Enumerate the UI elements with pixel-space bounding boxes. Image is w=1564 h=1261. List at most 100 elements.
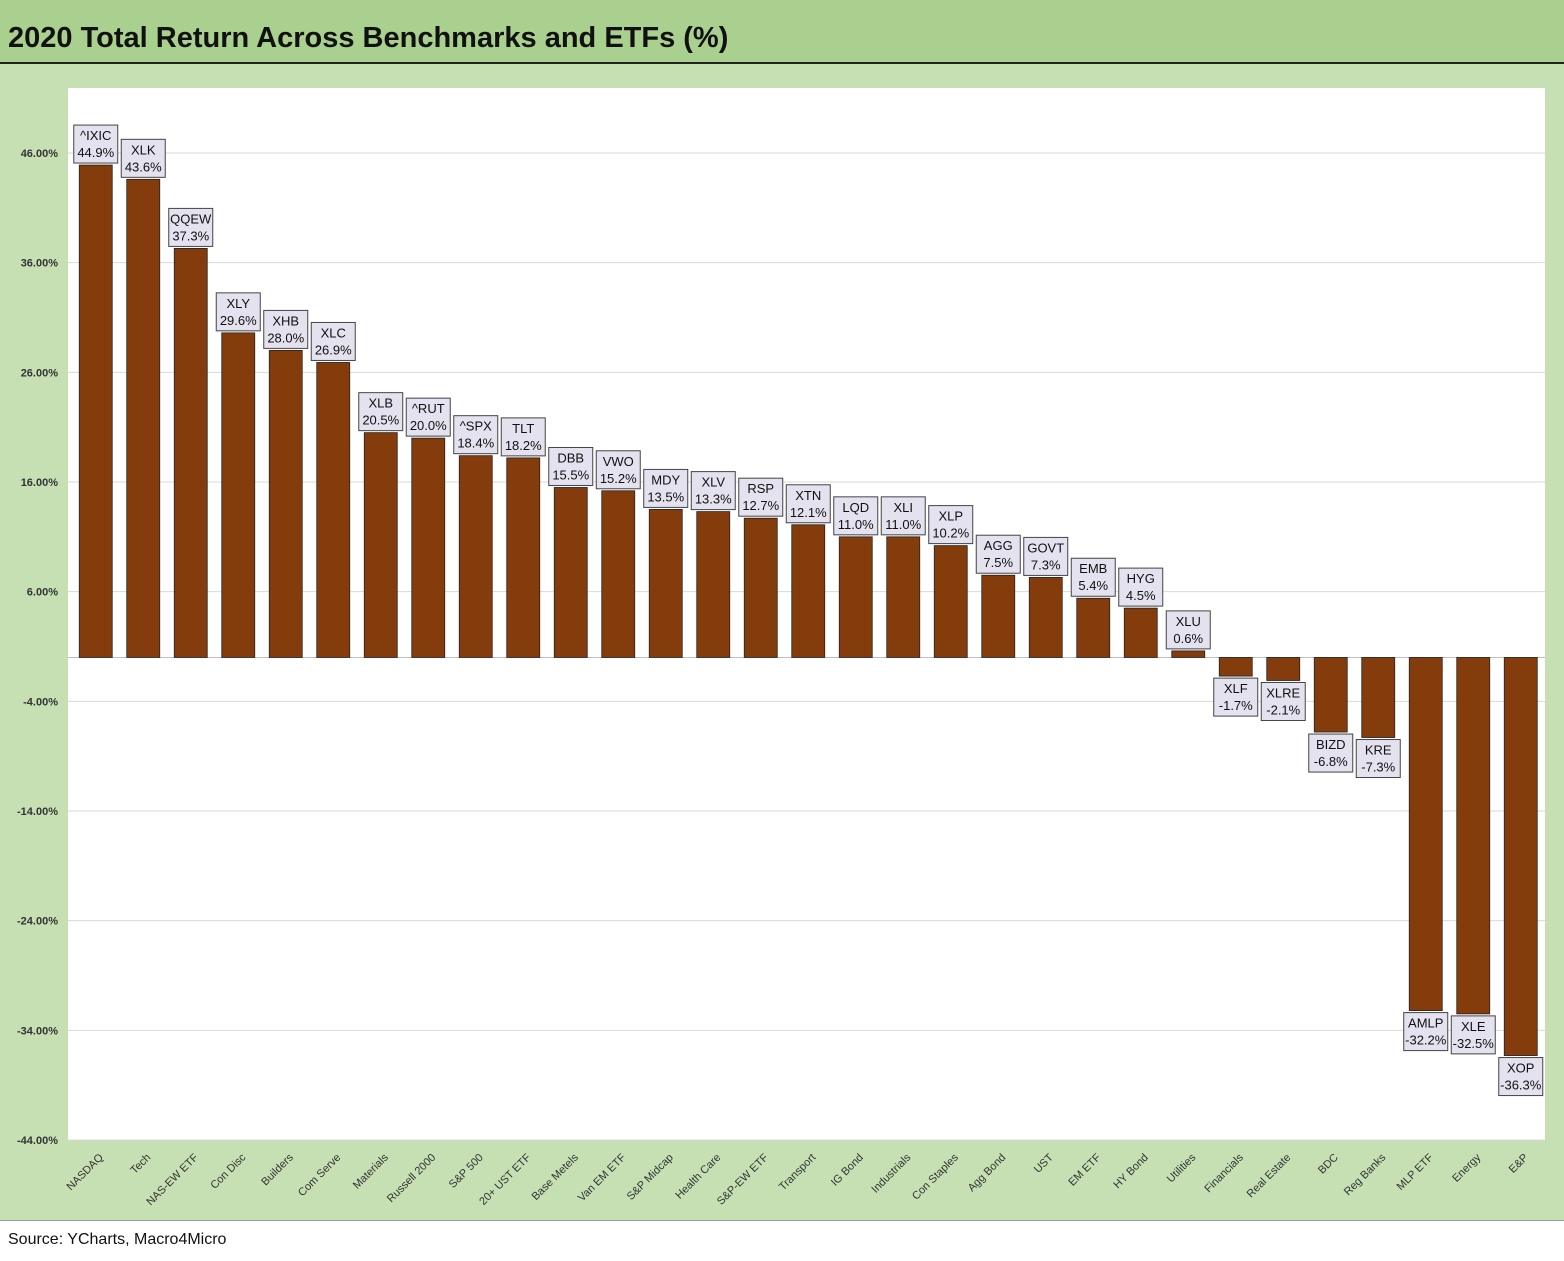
bar (981, 574, 1016, 658)
data-label-box (405, 397, 451, 437)
x-tick-label: IG Bond (829, 1152, 866, 1189)
data-label-value: -6.8% (1314, 754, 1348, 769)
x-tick-label: Industrials (869, 1151, 913, 1195)
data-label-box (880, 496, 926, 536)
data-label-box (453, 415, 499, 455)
data-label-value: 13.5% (647, 489, 684, 504)
data-label-value: 18.2% (505, 438, 542, 453)
data-label-ticker: XLU (1176, 614, 1201, 629)
data-label-ticker: BIZD (1316, 737, 1346, 752)
data-label-value: -36.3% (1500, 1078, 1542, 1093)
data-label-value: 12.1% (790, 505, 827, 520)
data-label-ticker: XLB (368, 396, 393, 411)
title-bar: 2020 Total Return Across Benchmarks and … (0, 0, 1564, 64)
bar (1408, 657, 1443, 1011)
data-label-value: -32.5% (1453, 1036, 1495, 1051)
bar (648, 509, 683, 658)
x-tick-label: Energy (1450, 1151, 1483, 1184)
bar (886, 536, 921, 658)
y-tick-label: -24.00% (17, 916, 58, 928)
bar (933, 545, 968, 658)
x-tick-label: Health Care (673, 1152, 723, 1202)
data-label-value: 20.0% (410, 418, 447, 433)
data-label-ticker: DBB (557, 450, 584, 465)
data-label-ticker: XLRE (1266, 685, 1300, 700)
x-tick-label: S&P Midcap (625, 1152, 676, 1203)
x-tick-label: MLP ETF (1395, 1151, 1436, 1192)
bar (743, 517, 778, 658)
data-label-box (928, 505, 974, 545)
bar (363, 432, 398, 658)
bar (1361, 657, 1396, 738)
bar (1171, 650, 1206, 658)
data-label-ticker: ^IXIC (80, 128, 111, 143)
data-label-box (785, 484, 831, 524)
data-label-box (1450, 1015, 1496, 1055)
data-label-ticker: XOP (1507, 1061, 1534, 1076)
x-tick-label: Real Estate (1245, 1152, 1294, 1201)
data-label-box (168, 207, 214, 247)
data-label-box (1118, 567, 1164, 607)
data-label-box (73, 124, 119, 164)
data-label-box (358, 392, 404, 432)
data-label-value: 11.0% (838, 517, 874, 532)
data-label-ticker: XLK (131, 142, 156, 157)
data-label-value: 7.5% (983, 555, 1013, 570)
y-tick-label: -44.00% (17, 1135, 58, 1147)
data-label-ticker: AMLP (1408, 1016, 1443, 1031)
data-label-value: 11.0% (885, 517, 921, 532)
data-label-box (548, 446, 594, 486)
bar (268, 349, 303, 658)
x-tick-label: NASDAQ (65, 1151, 107, 1193)
x-tick-label: Financials (1202, 1151, 1246, 1195)
data-label-box (1260, 681, 1306, 721)
bar (601, 490, 636, 658)
data-label-value: 13.3% (695, 492, 732, 507)
data-label-ticker: XLY (226, 296, 250, 311)
data-label-value: -1.7% (1219, 698, 1253, 713)
bar (173, 248, 208, 658)
data-label-box (1498, 1057, 1544, 1097)
data-label-ticker: KRE (1365, 743, 1392, 758)
data-label-ticker: XTN (795, 488, 821, 503)
data-label-value: 43.6% (125, 159, 162, 174)
x-tick-label: S&P-EW ETF (715, 1151, 771, 1207)
y-tick-label: -14.00% (17, 806, 58, 818)
data-label-ticker: XLC (321, 325, 346, 340)
bar (838, 536, 873, 658)
bar (1123, 607, 1158, 658)
bar (411, 437, 446, 658)
bar (126, 178, 161, 658)
data-label-box (263, 309, 309, 349)
bar (791, 524, 826, 658)
y-tick-label: -34.00% (17, 1025, 58, 1037)
data-label-box (833, 496, 879, 536)
x-tick-label: Agg Bond (966, 1152, 1009, 1195)
data-label-value: -2.1% (1266, 702, 1300, 717)
data-label-ticker: QQEW (170, 211, 212, 226)
x-tick-label: BDC (1316, 1152, 1341, 1177)
data-label-value: 26.9% (315, 342, 352, 357)
bar (1313, 657, 1348, 733)
bar (553, 487, 588, 658)
data-label-ticker: EMB (1079, 561, 1107, 576)
data-label-ticker: AGG (984, 538, 1013, 553)
data-label-box (1023, 536, 1069, 576)
bar (78, 164, 113, 658)
y-tick-label: 6.00% (27, 587, 58, 599)
x-tick-label: Con Disc (208, 1151, 248, 1191)
data-label-box (595, 450, 641, 490)
data-label-value: 20.5% (362, 413, 399, 428)
data-label-value: 15.2% (600, 471, 637, 486)
y-tick-label: 36.00% (21, 258, 59, 270)
bar (458, 455, 493, 658)
y-tick-label: -4.00% (23, 696, 58, 708)
data-label-value: 37.3% (172, 228, 209, 243)
data-label-ticker: TLT (512, 421, 534, 436)
data-label-ticker: RSP (747, 481, 774, 496)
data-label-value: 44.9% (77, 145, 114, 160)
chart-title: 2020 Total Return Across Benchmarks and … (8, 22, 729, 54)
data-label-box (1165, 610, 1211, 650)
x-tick-label: Reg Banks (1342, 1151, 1389, 1198)
data-label-ticker: XLI (893, 500, 913, 515)
